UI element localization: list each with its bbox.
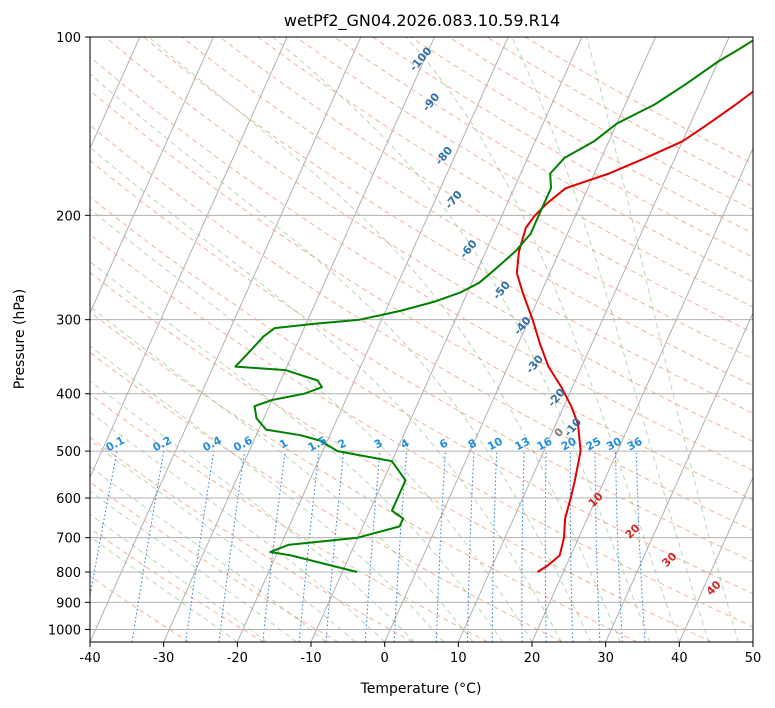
x-tick-label: 30 xyxy=(597,651,614,666)
x-tick-label: -20 xyxy=(227,651,248,666)
dry-adiabat xyxy=(295,37,753,308)
isotherm xyxy=(752,640,753,642)
x-tick-label: 50 xyxy=(745,651,762,666)
mixing-ratio-label: 36 xyxy=(625,435,645,454)
isotherm xyxy=(678,476,753,642)
plot-frame xyxy=(89,36,754,643)
y-tick-label: 200 xyxy=(56,209,81,224)
dry-adiabat xyxy=(90,436,414,642)
mixing-ratio-label: 20 xyxy=(559,435,579,454)
mixing-ratio-label: 25 xyxy=(584,435,604,454)
mixing-ratio-line xyxy=(185,451,215,642)
y-tick-label: 700 xyxy=(56,532,81,547)
dry-adiabat xyxy=(90,159,753,563)
x-tick-label: -10 xyxy=(300,651,321,666)
plot-area xyxy=(90,37,753,642)
y-tick-label: 600 xyxy=(56,492,81,507)
isotherm xyxy=(163,37,435,642)
y-tick-label: 1000 xyxy=(48,623,81,638)
dry-adiabat xyxy=(90,481,339,642)
dry-adiabat xyxy=(219,37,753,360)
mixing-ratio-line xyxy=(325,451,345,642)
mixing-ratio-label: 16 xyxy=(535,435,555,454)
isotherm xyxy=(90,37,362,642)
moist-adiabat xyxy=(90,439,356,642)
dry-adiabat xyxy=(333,37,753,283)
isotherm xyxy=(310,37,583,642)
x-tick-label: -30 xyxy=(153,651,174,666)
mixing-ratio-label: 30 xyxy=(604,435,624,454)
isotherm xyxy=(0,37,66,642)
temperature-line xyxy=(515,90,753,573)
isotherm xyxy=(236,37,509,642)
dry-adiabat xyxy=(90,89,753,501)
moist-adiabat xyxy=(272,37,651,642)
x-tick-label: 20 xyxy=(524,651,541,666)
isotherm xyxy=(457,37,730,642)
isotherm xyxy=(90,37,288,479)
y-tick-label: 900 xyxy=(56,596,81,611)
moist-adiabat xyxy=(90,345,444,642)
mixing-ratio-line xyxy=(262,451,286,642)
dry-adiabat xyxy=(90,311,638,642)
moist-adiabat xyxy=(90,260,503,642)
y-tick-label: 400 xyxy=(56,388,81,403)
moist-adiabat xyxy=(90,535,238,642)
isotherm xyxy=(384,37,656,642)
isotherm xyxy=(90,37,214,315)
isotherm xyxy=(90,37,141,150)
moist-adiabat xyxy=(148,37,621,642)
reference-lines xyxy=(0,37,753,642)
dry-adiabat xyxy=(90,233,753,628)
x-tick-label: -40 xyxy=(79,651,100,666)
mixing-ratio-label: 10 xyxy=(485,435,505,454)
y-tick-label: 300 xyxy=(56,314,81,329)
y-axis-label: Pressure (hPa) xyxy=(12,289,28,389)
moist-adiabat xyxy=(586,37,739,642)
isotherm xyxy=(605,311,753,642)
sounding-lines xyxy=(234,39,753,573)
dry-adiabat xyxy=(90,124,753,531)
isotherm xyxy=(531,147,753,642)
moist-adiabat xyxy=(90,208,533,642)
dewpoint-line xyxy=(234,39,753,573)
dry-adiabat xyxy=(90,56,753,471)
x-axis: -40 -30 -20 -10 0 10 20 30 40 50 xyxy=(79,642,761,666)
y-tick-label: 500 xyxy=(56,445,81,460)
dry-adiabat xyxy=(90,351,563,642)
moist-adiabat xyxy=(90,73,592,642)
x-tick-label: 10 xyxy=(450,651,467,666)
y-tick-label: 100 xyxy=(56,31,81,46)
y-axis: 100 200 300 400 500 600 700 800 900 1000 xyxy=(48,31,90,638)
y-tick-label: 800 xyxy=(56,566,81,581)
x-tick-label: 40 xyxy=(671,651,688,666)
mixing-ratio-label: 13 xyxy=(513,435,533,454)
moist-adiabat xyxy=(90,146,562,642)
x-axis-label: Temperature (°C) xyxy=(360,681,482,697)
dry-adiabat xyxy=(90,575,190,642)
mixing-ratio-line xyxy=(298,451,320,642)
dry-adiabat xyxy=(143,37,753,414)
chart-title: wetPf2_GN04.2026.083.10.59.R14 xyxy=(284,11,560,31)
moist-adiabat xyxy=(405,37,680,642)
x-tick-label: 0 xyxy=(381,651,389,666)
dry-adiabat xyxy=(257,37,753,334)
moist-adiabat xyxy=(90,306,474,642)
dry-adiabat xyxy=(90,393,488,642)
mixing-ratio-line xyxy=(218,451,246,642)
